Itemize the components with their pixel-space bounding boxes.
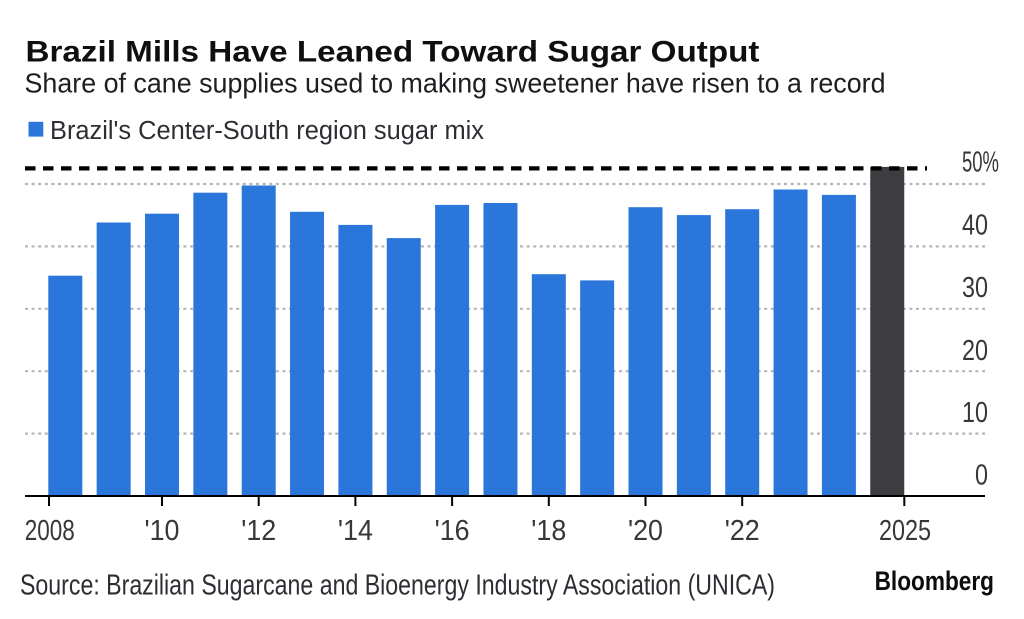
svg-text:0: 0 xyxy=(975,460,988,492)
svg-text:'22: '22 xyxy=(725,515,760,547)
svg-text:'20: '20 xyxy=(628,515,663,547)
svg-text:40: 40 xyxy=(962,209,988,241)
svg-text:Brazil's Center-South region s: Brazil's Center-South region sugar mix xyxy=(50,117,484,145)
svg-text:10: 10 xyxy=(962,397,988,429)
svg-text:2008: 2008 xyxy=(25,515,75,547)
svg-text:Brazil Mills Have Leaned Towar: Brazil Mills Have Leaned Toward Sugar Ou… xyxy=(26,36,760,69)
svg-text:Source: Brazilian Sugarcane an: Source: Brazilian Sugarcane and Bioenerg… xyxy=(20,570,775,602)
svg-text:2025: 2025 xyxy=(879,515,931,547)
svg-text:'14: '14 xyxy=(338,515,373,547)
svg-text:30: 30 xyxy=(962,272,988,304)
svg-text:Share of cane supplies used to: Share of cane supplies used to making sw… xyxy=(25,68,886,99)
svg-text:'10: '10 xyxy=(145,515,180,547)
svg-text:20: 20 xyxy=(962,335,988,367)
svg-text:'12: '12 xyxy=(241,515,276,547)
svg-text:50%: 50% xyxy=(962,147,999,179)
svg-text:Bloomberg: Bloomberg xyxy=(875,566,994,596)
svg-text:'16: '16 xyxy=(435,515,470,547)
svg-text:'18: '18 xyxy=(531,515,566,547)
